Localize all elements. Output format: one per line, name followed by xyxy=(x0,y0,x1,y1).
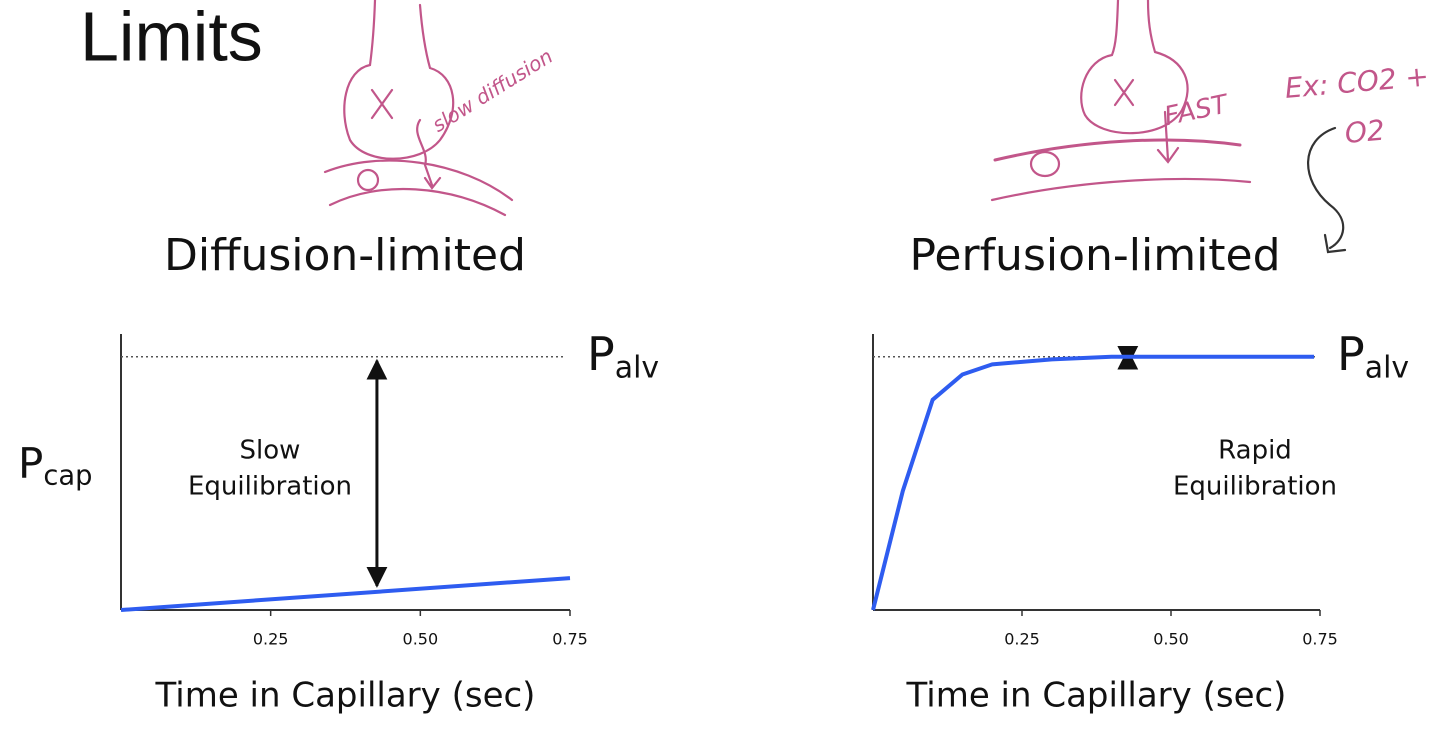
x-tick-label: 0.50 xyxy=(403,630,439,649)
sketch-right xyxy=(990,0,1347,254)
annotation: Slow xyxy=(240,436,301,466)
handwritten-note: FAST xyxy=(1162,89,1233,132)
reference-label-main: P xyxy=(1337,326,1365,380)
annotation: Equilibration xyxy=(1173,472,1337,502)
sketch-left xyxy=(323,0,514,217)
chart-title: Diffusion-limited xyxy=(164,230,526,281)
x-tick-label: 0.75 xyxy=(1302,630,1338,649)
reference-label-sub: alv xyxy=(615,350,659,385)
handwritten-note: slow diffusion xyxy=(428,44,557,137)
x-tick-label: 0.50 xyxy=(1153,630,1189,649)
x-tick-label: 0.25 xyxy=(1004,630,1040,649)
reference-label-main: P xyxy=(587,326,615,380)
x-axis-label: Time in Capillary (sec) xyxy=(155,676,536,716)
reference-label: Palv xyxy=(587,326,659,385)
y-axis-label-sub: cap xyxy=(43,460,92,491)
y-axis-label-main: P xyxy=(18,439,43,488)
data-line xyxy=(871,354,1315,611)
reference-label: Palv xyxy=(1337,326,1409,385)
data-line xyxy=(120,576,571,612)
handwritten-note: Ex: CO2 + xyxy=(1283,59,1430,104)
reference-label-sub: alv xyxy=(1365,350,1409,385)
chart-title: Perfusion-limited xyxy=(909,230,1280,281)
annotation: Rapid xyxy=(1218,436,1292,466)
slide-title: Limits xyxy=(80,0,263,75)
x-axis-label: Time in Capillary (sec) xyxy=(906,676,1287,716)
x-tick-label: 0.75 xyxy=(552,630,588,649)
y-axis-label: Pcap xyxy=(18,439,92,492)
x-tick-label: 0.25 xyxy=(253,630,289,649)
handwritten-note: O2 xyxy=(1343,114,1386,150)
annotation: Equilibration xyxy=(188,472,352,502)
